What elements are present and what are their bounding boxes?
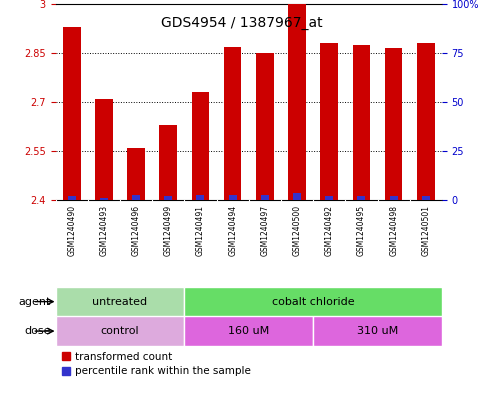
Bar: [353, 45, 370, 200]
Bar: [127, 148, 145, 200]
Text: GSM1240500: GSM1240500: [293, 205, 301, 256]
Bar: [100, 198, 108, 200]
Text: GSM1240501: GSM1240501: [421, 205, 430, 256]
Text: GSM1240490: GSM1240490: [67, 205, 76, 256]
Bar: [385, 48, 402, 200]
Text: dose: dose: [24, 326, 51, 336]
Bar: [228, 195, 237, 200]
Bar: [417, 43, 435, 200]
Legend: transformed count, percentile rank within the sample: transformed count, percentile rank withi…: [61, 351, 252, 377]
Text: agent: agent: [18, 297, 51, 307]
Bar: [288, 4, 306, 200]
Text: control: control: [100, 326, 139, 336]
Bar: [422, 196, 430, 200]
Bar: [95, 99, 113, 200]
Bar: [224, 46, 242, 200]
Bar: [357, 196, 366, 200]
Bar: [68, 196, 76, 200]
Bar: [325, 196, 333, 200]
Bar: [63, 27, 81, 200]
Text: GSM1240494: GSM1240494: [228, 205, 237, 256]
Bar: [164, 196, 172, 200]
Text: GSM1240499: GSM1240499: [164, 205, 173, 256]
Text: 160 uM: 160 uM: [228, 326, 270, 336]
Bar: [313, 316, 442, 346]
Bar: [293, 193, 301, 200]
Bar: [256, 53, 274, 200]
Text: GSM1240495: GSM1240495: [357, 205, 366, 256]
Text: GDS4954 / 1387967_at: GDS4954 / 1387967_at: [161, 16, 322, 30]
Bar: [132, 195, 140, 200]
Bar: [197, 195, 204, 200]
Text: GSM1240493: GSM1240493: [99, 205, 108, 256]
Text: GSM1240491: GSM1240491: [196, 205, 205, 256]
Bar: [159, 125, 177, 200]
Text: GSM1240497: GSM1240497: [260, 205, 270, 256]
Text: GSM1240492: GSM1240492: [325, 205, 334, 256]
Bar: [56, 287, 185, 316]
Bar: [390, 196, 398, 200]
Text: cobalt chloride: cobalt chloride: [272, 297, 355, 307]
Text: GSM1240496: GSM1240496: [131, 205, 141, 256]
Bar: [320, 43, 338, 200]
Bar: [261, 195, 269, 200]
Text: 310 uM: 310 uM: [357, 326, 398, 336]
Bar: [185, 316, 313, 346]
Text: untreated: untreated: [92, 297, 147, 307]
Text: GSM1240498: GSM1240498: [389, 205, 398, 256]
Bar: [185, 287, 442, 316]
Bar: [192, 92, 209, 200]
Bar: [56, 316, 185, 346]
